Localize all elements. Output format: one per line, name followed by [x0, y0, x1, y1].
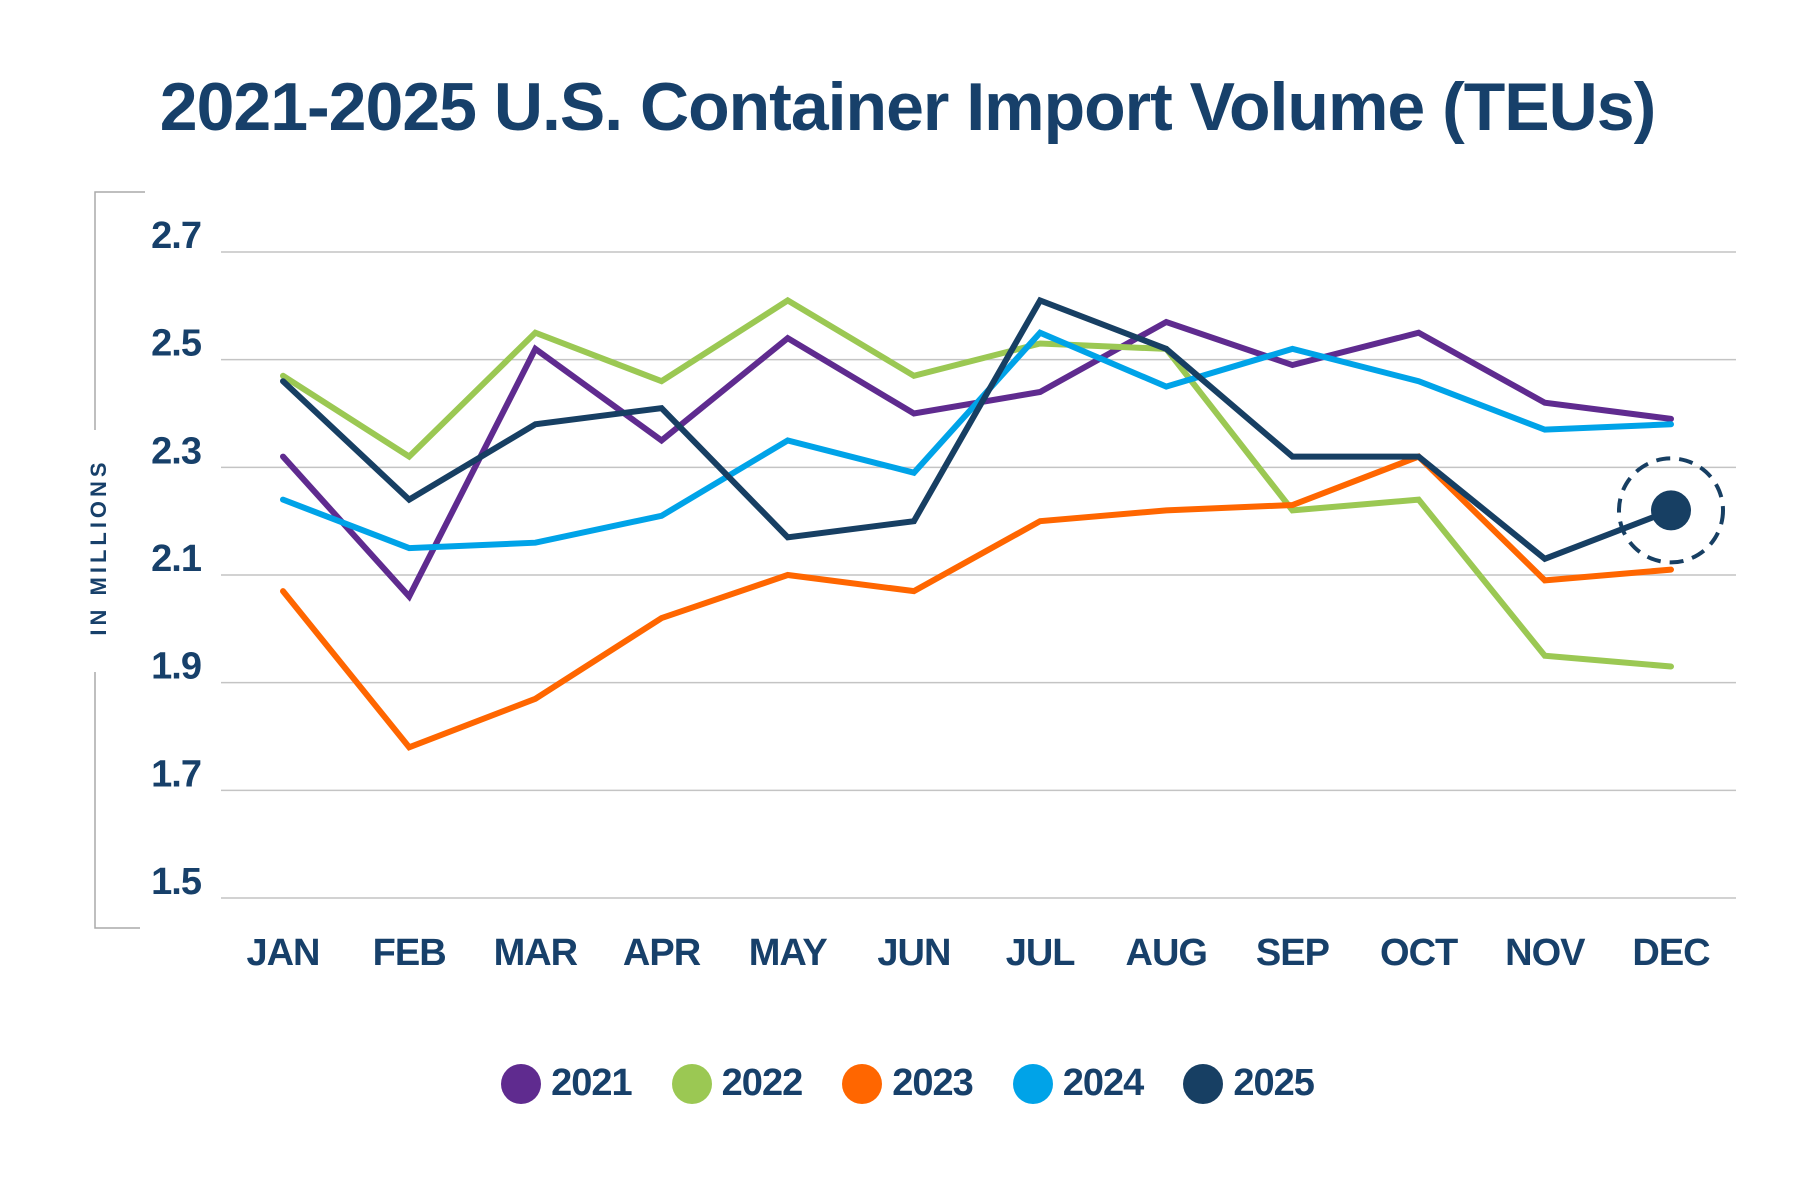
highlight-point	[1651, 490, 1691, 531]
axis-bracket	[94, 191, 145, 929]
highlight-ring	[1617, 456, 1725, 565]
series-line-2022	[280, 296, 1674, 670]
legend-item-2023: 2023	[842, 1062, 974, 1105]
y-axis-label: IN MILLIONS	[86, 458, 111, 635]
legend-label: 2025	[1233, 1062, 1315, 1104]
y-tick-label: 2.7	[151, 215, 201, 257]
series-line-2023	[280, 453, 1674, 751]
legend-swatch	[1012, 1063, 1053, 1104]
x-tick-label: MAY	[749, 932, 828, 974]
legend-label: 2024	[1062, 1062, 1145, 1104]
y-tick-label: 1.5	[151, 861, 202, 903]
x-tick-label: JUL	[1006, 932, 1076, 974]
x-tick-label: APR	[623, 932, 701, 974]
x-tick-label: OCT	[1380, 932, 1458, 974]
y-tick-label: 2.1	[151, 538, 202, 580]
x-tick-label: MAR	[494, 932, 578, 974]
chart-title: 2021-2025 U.S. Container Import Volume (…	[159, 69, 1656, 145]
legend-label: 2023	[892, 1062, 974, 1104]
x-tick-label: JUN	[877, 932, 950, 974]
series-line-2025	[280, 296, 1674, 563]
y-tick-label: 2.5	[151, 323, 202, 365]
x-tick-label: FEB	[373, 932, 446, 974]
x-tick-label: JAN	[246, 932, 319, 974]
legend-item-2024: 2024	[1012, 1062, 1145, 1105]
y-tick-label: 1.7	[151, 753, 201, 795]
x-tick-label: DEC	[1632, 932, 1710, 974]
x-tick-label: AUG	[1126, 932, 1207, 974]
legend-item-2022: 2022	[671, 1062, 804, 1105]
y-tick-label: 2.3	[151, 430, 201, 472]
legend-item-2021: 2021	[501, 1062, 633, 1105]
series-line-2024	[280, 329, 1674, 552]
legend-swatch	[501, 1063, 542, 1104]
legend-swatch	[671, 1063, 712, 1104]
legend: 2021 2022 2023 2024 2025	[0, 1062, 1815, 1105]
x-tick-label: NOV	[1505, 932, 1586, 974]
legend-label: 2021	[551, 1062, 633, 1104]
legend-label: 2022	[721, 1062, 804, 1104]
y-tick-label: 1.9	[151, 646, 201, 688]
legend-swatch	[842, 1063, 883, 1104]
x-tick-label: SEP	[1256, 932, 1330, 974]
legend-item-2025: 2025	[1183, 1062, 1315, 1105]
legend-swatch	[1183, 1063, 1224, 1104]
